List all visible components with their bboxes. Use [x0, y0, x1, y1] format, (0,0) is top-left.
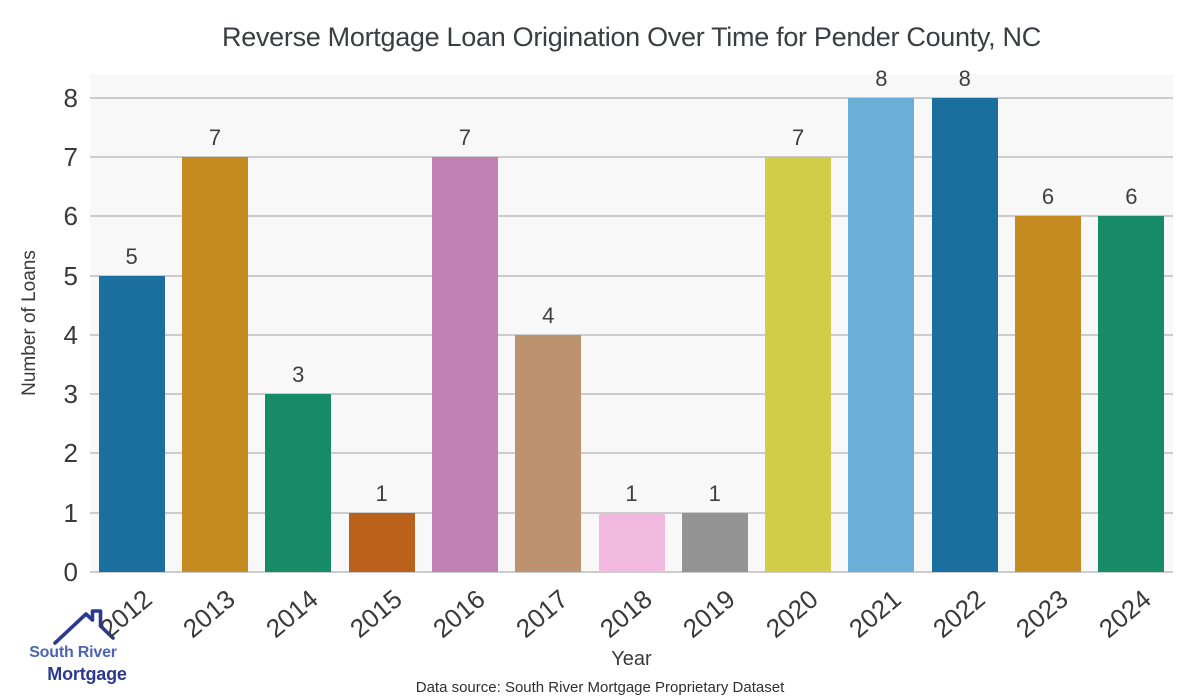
y-tick-4: 4	[63, 319, 78, 350]
logo-text-south-river: South River	[29, 644, 117, 661]
y-tick-0: 0	[63, 557, 78, 587]
y-tick-1: 1	[63, 497, 78, 528]
bar-2017	[515, 334, 582, 572]
bar-2015	[348, 512, 415, 572]
bar-2024	[1098, 216, 1165, 572]
bar-value-label-2015: 1	[375, 480, 388, 506]
gridline-y3	[90, 393, 1173, 396]
bar-value-label-2016: 7	[458, 124, 471, 150]
bar-2012	[98, 275, 165, 572]
y-tick-2: 2	[63, 438, 78, 469]
y-tick-5: 5	[63, 260, 78, 291]
gridline-y2	[90, 452, 1173, 455]
bar-value-label-2020: 7	[791, 124, 805, 150]
bar-2014	[265, 394, 332, 572]
gridline-y5	[90, 274, 1173, 277]
x-axis-label: Year	[611, 648, 652, 670]
data-source-note: Data source: South River Mortgage Propri…	[415, 679, 785, 696]
gridline-y8	[90, 96, 1173, 99]
bar-value-label-2019: 1	[708, 480, 721, 506]
house-roof-icon	[53, 609, 115, 645]
bar-value-label-2012: 5	[125, 243, 138, 269]
bar-2016	[431, 156, 498, 572]
south-river-mortgage-logo: South River Mortgage	[6, 604, 142, 694]
bar-value-label-2024: 6	[1125, 184, 1138, 210]
gridline-y4	[90, 333, 1173, 336]
logo-text-mortgage: Mortgage	[47, 664, 127, 684]
y-tick-7: 7	[63, 141, 78, 172]
bar-2021	[848, 97, 915, 572]
bar-value-label-2023: 6	[1041, 184, 1055, 210]
bar-value-label-2021: 8	[875, 65, 888, 91]
gridline-y0	[90, 571, 1173, 573]
chart-title: Reverse Mortgage Loan Origination Over T…	[222, 22, 1041, 52]
bar-2019	[681, 512, 748, 572]
gridline-y6	[90, 215, 1173, 218]
bar-value-label-2014: 3	[292, 362, 305, 388]
bar-2022	[931, 97, 998, 572]
plot-area: 5 7 3 1 7 4 1 1 7 8 8 6 6	[90, 66, 1173, 573]
bar-value-label-2013: 7	[208, 124, 222, 150]
bar-value-label-2018: 1	[625, 480, 638, 506]
y-tick-6: 6	[63, 201, 78, 232]
y-tick-8: 8	[63, 82, 78, 113]
bar-2023	[1015, 216, 1082, 572]
y-tick-3: 3	[63, 379, 78, 410]
bar-value-label-2022: 8	[958, 65, 971, 91]
bar-2018	[598, 512, 665, 572]
bar-value-label-2017: 4	[542, 302, 555, 328]
bar-2020	[765, 156, 832, 572]
bar-2013	[181, 156, 248, 572]
gridline-y7	[90, 155, 1173, 158]
